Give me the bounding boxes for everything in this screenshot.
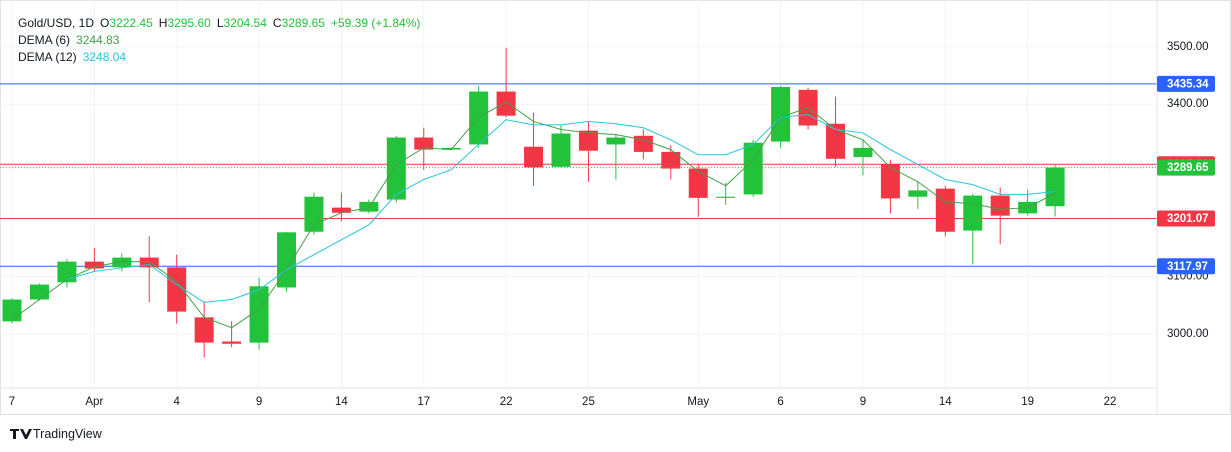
x-tick-label: 14: [335, 396, 348, 408]
legend: Gold/USD, 1D O3222.45 H3295.60 L3204.54 C328…: [18, 16, 420, 64]
y-tick-label: 3500.00: [1167, 41, 1209, 53]
brand: TradingView: [33, 427, 103, 441]
indicator-name: DEMA (6): [18, 33, 70, 47]
candle-body: [963, 195, 983, 231]
current-price-bg: [1157, 159, 1215, 176]
level-label-bg: [1157, 210, 1215, 227]
x-tick-label: 6: [777, 396, 783, 408]
x-tick-label: 14: [939, 396, 952, 408]
ohlc-value: 3295.60: [167, 16, 211, 30]
candle-body: [578, 130, 598, 151]
candle-body: [194, 317, 214, 343]
candle-body: [249, 286, 269, 343]
candle-body: [29, 284, 49, 300]
x-tick-label: 4: [173, 396, 180, 408]
indicator-value: 3248.04: [83, 50, 127, 64]
candle-body: [908, 190, 928, 197]
x-tick-label: 9: [256, 396, 262, 408]
candle-body: [222, 341, 242, 344]
x-tick-label: 17: [417, 396, 430, 408]
change: +59.39 (+1.84%): [331, 16, 420, 30]
x-tick-label: 22: [500, 396, 513, 408]
candle-body: [84, 261, 104, 269]
indicator-legend: DEMA (12) 3248.04: [18, 50, 126, 64]
candle-body: [112, 257, 132, 268]
y-tick-label: 3000.00: [1167, 328, 1209, 340]
candle-body: [304, 196, 324, 232]
candle-body: [633, 135, 653, 152]
ohlc-key: L: [217, 16, 224, 30]
candle-body: [1045, 167, 1065, 207]
level-label: 3435.34: [1167, 78, 1209, 90]
ohlc-key: H: [159, 16, 168, 30]
level-label-bg: [1157, 75, 1215, 92]
candle-body: [496, 91, 516, 116]
ohlc-value: 3204.54: [224, 16, 268, 30]
x-tick-label: 19: [1021, 396, 1034, 408]
level-label-bg: [1157, 258, 1215, 275]
symbol-line: Gold/USD, 1D O3222.45 H3295.60 L3204.54 C328…: [18, 16, 420, 30]
candle-body: [990, 195, 1010, 216]
indicator-name: DEMA (12): [18, 50, 77, 64]
candle-body: [331, 207, 351, 213]
x-tick-label: Apr: [85, 396, 103, 408]
candle-body: [826, 123, 845, 159]
level-label: 3117.97: [1167, 261, 1208, 273]
plot: [0, 47, 1157, 358]
candle-body: [606, 137, 626, 145]
symbol: Gold/USD, 1D: [18, 16, 94, 30]
candle-body: [386, 137, 406, 200]
x-tick-label: 9: [860, 396, 866, 408]
chart-frame: [0, 0, 1231, 415]
candle-body: [853, 147, 873, 158]
candle-body: [441, 147, 461, 150]
current-price-label: 3289.65: [1167, 162, 1209, 174]
ohlc-key: C: [273, 16, 282, 30]
x-tick-label: May: [687, 396, 709, 408]
x-tick-label: 25: [582, 396, 595, 408]
candle-body: [524, 146, 544, 168]
ohlc-key: O: [100, 16, 109, 30]
ohlc-value: 3222.45: [109, 16, 153, 30]
level-label: 3201.07: [1167, 213, 1209, 225]
candle-body: [935, 188, 955, 232]
logo-mark: [10, 429, 32, 439]
y-tick-label: 3400.00: [1167, 98, 1209, 110]
candle-body: [661, 151, 681, 169]
indicator-line: [66, 114, 1056, 303]
candle-body: [743, 142, 763, 195]
candle-body: [551, 133, 571, 167]
indicator-line: [11, 101, 1056, 329]
candle-body: [716, 196, 736, 198]
candle-body: [880, 164, 900, 199]
candle-body: [2, 299, 22, 322]
ohlc-value: 3289.65: [282, 16, 326, 30]
indicator-value: 3244.83: [76, 33, 120, 47]
logo: TradingView: [10, 427, 103, 441]
candle-body: [688, 168, 708, 198]
candle-body: [414, 137, 434, 150]
candle-body: [139, 257, 159, 268]
x-tick-label: 7: [9, 396, 15, 408]
candle-body: [771, 86, 791, 142]
indicator-legend: DEMA (6) 3244.83: [18, 33, 120, 47]
x-tick-label: 22: [1104, 396, 1117, 408]
